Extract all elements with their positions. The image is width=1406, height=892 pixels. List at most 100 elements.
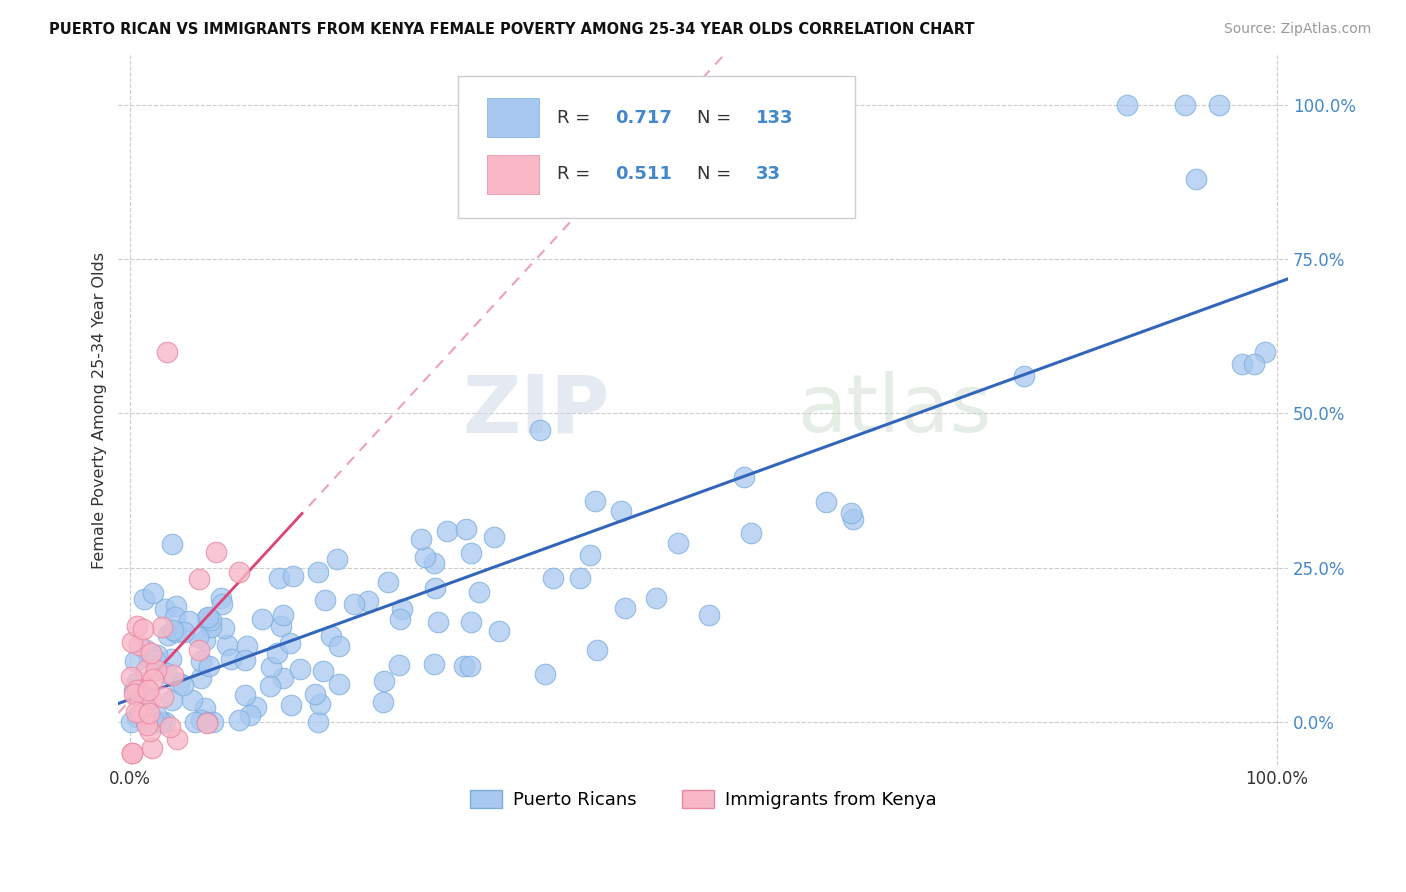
Point bbox=[267, 571, 290, 585]
Point bbox=[211, 598, 233, 612]
Point bbox=[266, 646, 288, 660]
Point bbox=[423, 556, 446, 570]
Text: atlas: atlas bbox=[797, 371, 991, 450]
Point bbox=[212, 621, 235, 635]
Point bbox=[138, 650, 160, 665]
Point bbox=[195, 610, 218, 624]
Point bbox=[173, 624, 195, 639]
FancyBboxPatch shape bbox=[486, 98, 540, 136]
Point bbox=[534, 667, 557, 681]
Point bbox=[436, 524, 458, 539]
Point bbox=[155, 665, 177, 680]
Point bbox=[131, 688, 153, 702]
Point bbox=[156, 344, 179, 359]
Point bbox=[235, 639, 257, 653]
Point bbox=[373, 674, 395, 689]
Point bbox=[328, 677, 350, 691]
Point bbox=[1185, 171, 1208, 186]
Point bbox=[221, 652, 243, 666]
Point bbox=[666, 535, 689, 549]
Point bbox=[157, 628, 180, 642]
Point bbox=[194, 633, 217, 648]
Point bbox=[197, 609, 219, 624]
Point bbox=[388, 612, 411, 626]
Point bbox=[122, 683, 145, 698]
Point bbox=[149, 714, 172, 729]
Point bbox=[304, 687, 326, 701]
FancyBboxPatch shape bbox=[457, 77, 855, 219]
Text: R =: R = bbox=[557, 165, 596, 184]
Point bbox=[125, 619, 148, 633]
Point bbox=[136, 718, 159, 732]
Point bbox=[233, 688, 256, 702]
Point bbox=[814, 495, 837, 509]
Point bbox=[128, 683, 150, 698]
Point bbox=[195, 714, 218, 729]
Point bbox=[586, 643, 609, 657]
Point bbox=[139, 723, 162, 738]
Point bbox=[153, 602, 176, 616]
Text: Source: ZipAtlas.com: Source: ZipAtlas.com bbox=[1223, 22, 1371, 37]
Point bbox=[250, 612, 273, 626]
Point bbox=[326, 552, 349, 566]
Point bbox=[1116, 97, 1139, 112]
Point bbox=[160, 693, 183, 707]
Point bbox=[328, 640, 350, 654]
Point bbox=[209, 591, 232, 606]
Point bbox=[132, 622, 155, 636]
Point bbox=[1230, 357, 1253, 371]
Point bbox=[143, 653, 166, 667]
Point bbox=[839, 507, 862, 521]
Point bbox=[187, 642, 209, 657]
Point bbox=[200, 620, 222, 634]
Point bbox=[373, 696, 395, 710]
Point bbox=[1014, 369, 1036, 384]
Point bbox=[138, 706, 160, 720]
Point bbox=[190, 714, 212, 728]
Point bbox=[280, 698, 302, 712]
Point bbox=[271, 608, 294, 623]
Point bbox=[127, 710, 149, 724]
Point bbox=[121, 746, 143, 760]
Point bbox=[135, 714, 157, 729]
Point bbox=[321, 629, 343, 643]
Point bbox=[458, 659, 481, 673]
Legend: Puerto Ricans, Immigrants from Kenya: Puerto Ricans, Immigrants from Kenya bbox=[463, 783, 943, 816]
Point bbox=[610, 504, 633, 518]
Point bbox=[187, 572, 209, 586]
Point bbox=[146, 648, 169, 663]
Point bbox=[132, 689, 155, 703]
Point bbox=[283, 568, 305, 582]
Point bbox=[583, 494, 606, 508]
Point bbox=[1174, 97, 1197, 112]
Point bbox=[120, 670, 142, 684]
Point bbox=[842, 512, 865, 526]
Point bbox=[314, 593, 336, 607]
Point bbox=[152, 690, 174, 705]
Text: N =: N = bbox=[697, 109, 737, 127]
Point bbox=[733, 470, 755, 484]
Point bbox=[162, 624, 184, 638]
Point bbox=[163, 610, 186, 624]
Point bbox=[162, 668, 184, 682]
Point bbox=[215, 638, 238, 652]
Point bbox=[125, 675, 148, 690]
Point bbox=[190, 654, 212, 668]
Point bbox=[136, 682, 159, 697]
Point bbox=[141, 646, 163, 660]
Point bbox=[135, 643, 157, 657]
Point bbox=[308, 697, 330, 711]
Point bbox=[145, 663, 167, 677]
Point bbox=[228, 565, 250, 579]
Point bbox=[201, 714, 224, 729]
Point bbox=[128, 706, 150, 720]
Point bbox=[184, 714, 207, 729]
Point bbox=[172, 677, 194, 691]
Text: ZIP: ZIP bbox=[463, 371, 610, 450]
Point bbox=[159, 720, 181, 734]
Point bbox=[245, 699, 267, 714]
Point bbox=[166, 731, 188, 746]
Point bbox=[195, 716, 218, 731]
Point bbox=[121, 635, 143, 649]
Point bbox=[1254, 344, 1277, 359]
